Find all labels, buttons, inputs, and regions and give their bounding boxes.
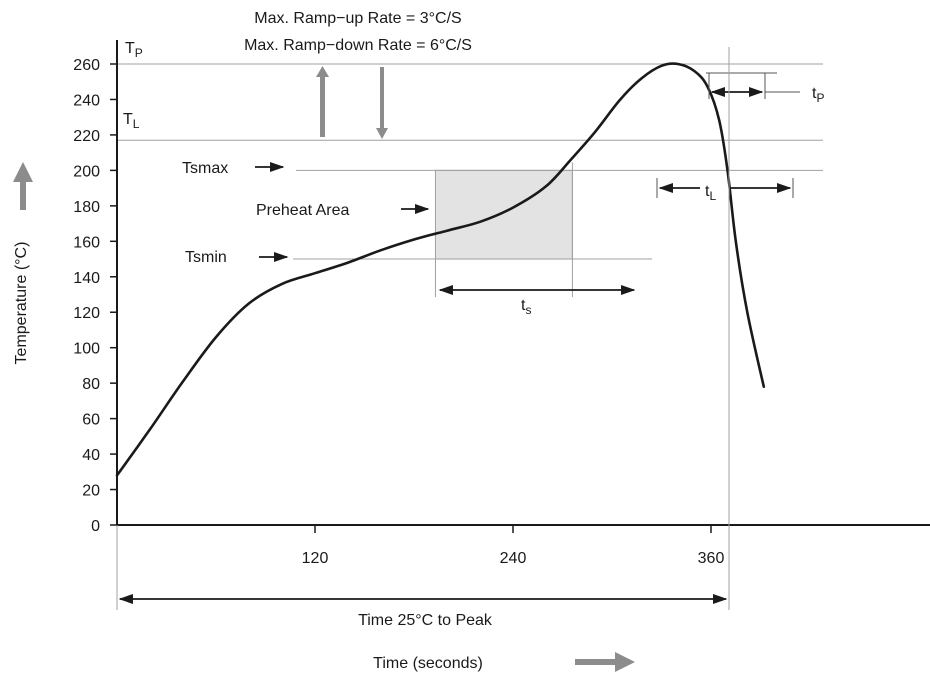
x-tick-label: 120: [302, 550, 329, 567]
tp-interval-label: tP: [812, 85, 824, 105]
x-tick-label: 360: [698, 550, 725, 567]
y-tick-label: 260: [73, 57, 100, 74]
y-axis-title: Temperature (°C): [13, 242, 30, 365]
tsmax-label: Tsmax: [182, 160, 228, 177]
time-to-peak-label: Time 25°C to Peak: [358, 612, 493, 629]
y-tick-label: 180: [73, 199, 100, 216]
y-tick-label: 80: [82, 376, 100, 393]
y-tick-label: 100: [73, 341, 100, 358]
y-tick-label: 120: [73, 305, 100, 322]
x-ticks: 120 240 360: [302, 525, 725, 567]
tp-label: TP: [125, 40, 143, 60]
y-tick-label: 0: [91, 518, 100, 535]
x-axis-title: Time (seconds): [373, 655, 483, 672]
tsmin-label: Tsmin: [185, 249, 227, 266]
y-axis-direction-arrow: [13, 162, 33, 210]
tl-interval-label: tL: [705, 183, 716, 203]
reflow-profile-curve: [115, 62, 766, 477]
preheat-area-label: Preheat Area: [256, 202, 350, 219]
chart-title-line-2: Max. Ramp−down Rate = 6°C/S: [244, 37, 472, 54]
preheat-area-rect: [434, 169, 573, 260]
reference-lines: [117, 63, 823, 297]
ramp-up-arrow: [316, 66, 329, 137]
ts-label: ts: [521, 297, 531, 317]
y-ticks: 0 20 40 60 80 100 120 140 160 180 200 220 240 260: [73, 57, 117, 535]
y-tick-label: 140: [73, 270, 100, 287]
y-tick-label: 220: [73, 128, 100, 145]
x-tick-label: 240: [500, 550, 527, 567]
y-tick-label: 240: [73, 92, 100, 109]
x-axis-direction-arrow: [575, 652, 635, 672]
chart-title-line-1: Max. Ramp−up Rate = 3°C/S: [254, 10, 461, 27]
ramp-down-arrow: [376, 67, 388, 139]
y-tick-label: 40: [82, 447, 100, 464]
y-tick-label: 200: [73, 163, 100, 180]
y-tick-label: 60: [82, 412, 100, 429]
tl-label: TL: [123, 111, 140, 131]
y-tick-label: 20: [82, 483, 100, 500]
y-tick-label: 160: [73, 234, 100, 251]
